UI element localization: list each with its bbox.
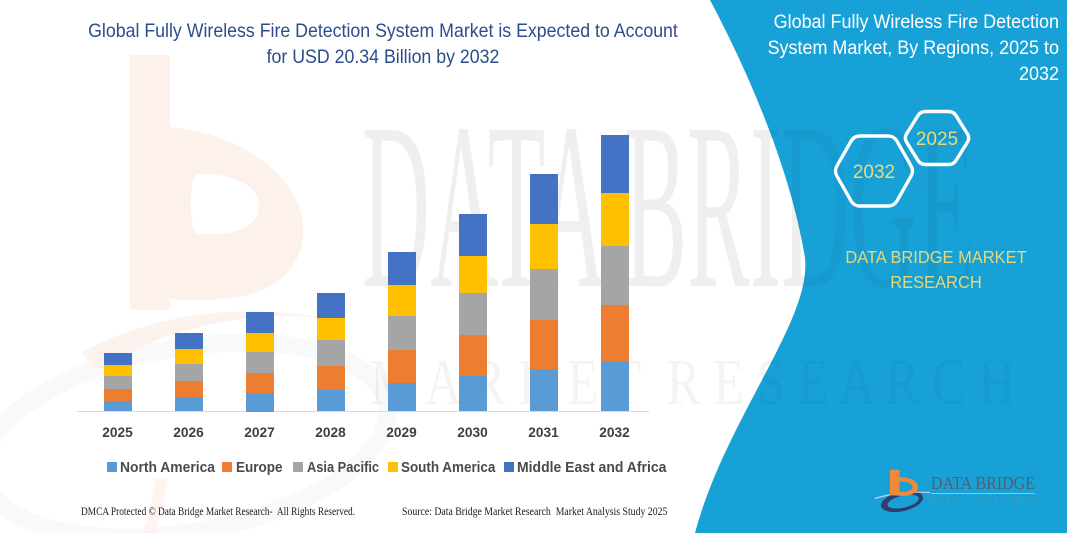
svg-text:MARKET RESEARCH: MARKET RESEARCH (931, 498, 1035, 504)
svg-text:2025: 2025 (916, 129, 958, 150)
svg-text:DATA BRIDGE: DATA BRIDGE (931, 473, 1035, 493)
svg-text:2032: 2032 (853, 162, 895, 183)
